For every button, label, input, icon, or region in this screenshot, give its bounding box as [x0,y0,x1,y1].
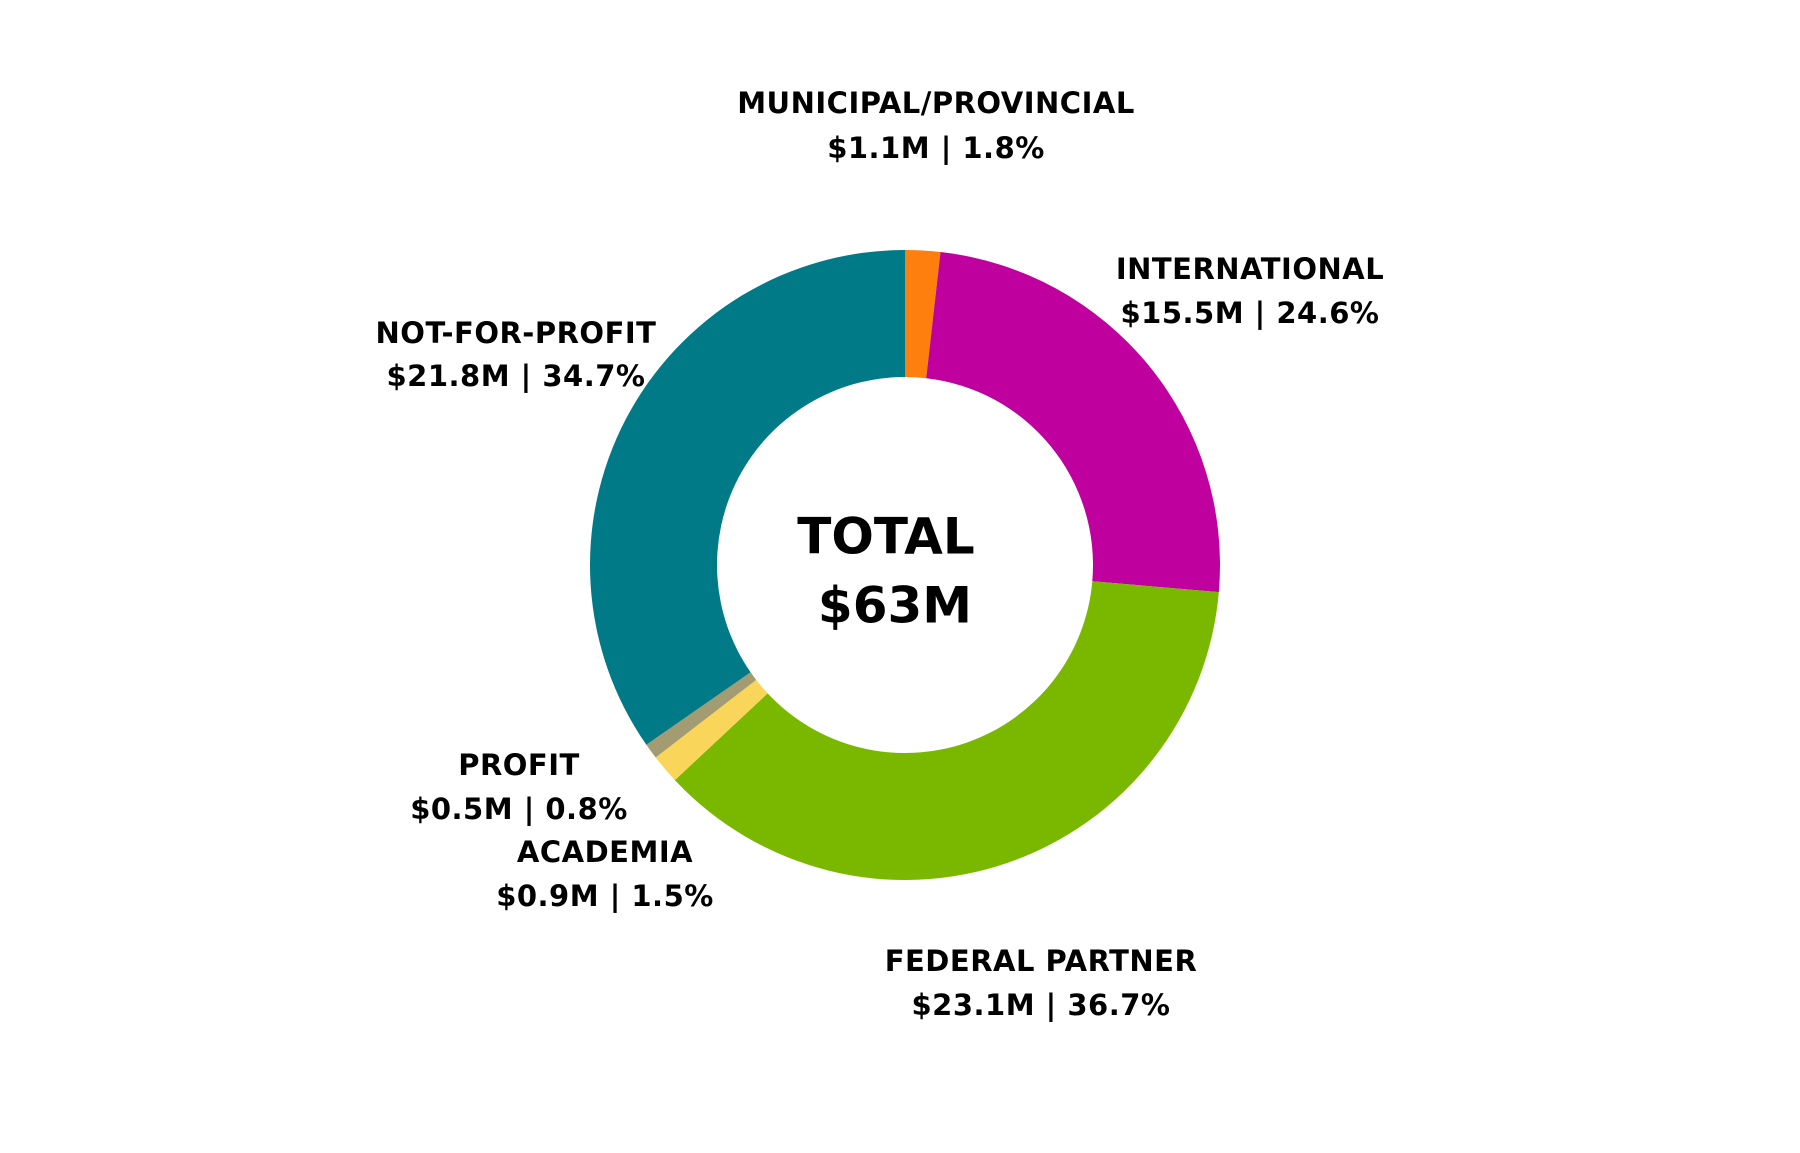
donut-slice [674,581,1219,880]
slice-value-label: $0.9M | 1.5% [496,879,714,913]
slice-label: MUNICIPAL/PROVINCIAL [737,86,1135,120]
donut-slice [646,672,757,758]
center-total: $63M [818,577,972,635]
center-title: TOTAL [797,508,974,566]
slice-value-label: $15.5M | 24.6% [1121,296,1380,330]
slice-label: FEDERAL PARTNER [885,944,1198,978]
donut-slice [905,250,941,379]
slice-label: ACADEMIA [517,835,693,869]
slice-value-label: $21.8M | 34.7% [387,359,646,393]
slice-label: NOT-FOR-PROFIT [376,316,657,350]
slice-value-label: $23.1M | 36.7% [912,988,1171,1022]
slice-label: PROFIT [458,748,580,782]
donut-slice [926,252,1220,593]
slice-label: INTERNATIONAL [1116,252,1384,286]
slice-value-label: $0.5M | 0.8% [410,792,628,826]
slice-value-label: $1.1M | 1.8% [827,131,1045,165]
donut-slice [590,250,905,745]
donut-slice [655,679,768,781]
